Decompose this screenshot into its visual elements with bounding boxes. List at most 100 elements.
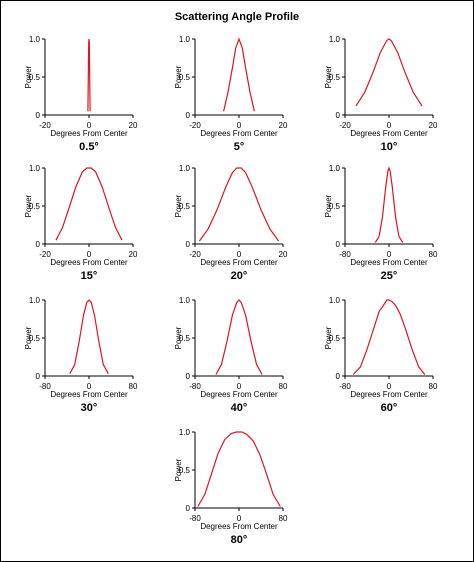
y-tick-label: 0.5	[29, 202, 41, 211]
panel-angle-label: 30°	[81, 402, 98, 414]
power-curve	[69, 299, 109, 374]
y-tick-label: 0.5	[329, 202, 341, 211]
x-tick-label: 20	[279, 121, 288, 130]
x-tick-label: 80	[129, 382, 138, 391]
y-tick-label: 0	[336, 111, 341, 120]
y-tick-label: 1.0	[329, 164, 341, 173]
y-axis-label: Power	[174, 458, 183, 481]
y-axis-label: Power	[174, 65, 183, 88]
x-tick-label: 0	[387, 121, 392, 130]
y-tick-label: 1.0	[179, 296, 191, 305]
panel-angle-label: 60°	[381, 402, 398, 414]
panel-angle-label: 40°	[231, 402, 248, 414]
y-tick-label: 0	[186, 111, 191, 120]
x-tick-label: 0	[387, 382, 392, 391]
power-curve	[198, 167, 280, 242]
x-axis-label: Degrees From Center	[350, 129, 428, 138]
x-tick-label: 80	[279, 514, 288, 523]
x-tick-label: 80	[429, 382, 438, 391]
y-tick-label: 0	[186, 372, 191, 381]
y-tick-label: 1.0	[29, 296, 41, 305]
x-tick-label: 20	[279, 250, 288, 259]
y-tick-label: 0.5	[329, 334, 341, 343]
panel-angle-label: 25°	[381, 270, 398, 282]
power-curve	[87, 38, 91, 112]
x-tick-label: 0	[87, 121, 92, 130]
x-tick-label: -20	[189, 121, 201, 130]
power-curve	[197, 431, 281, 507]
x-tick-label: 0	[237, 121, 242, 130]
x-tick-label: 0	[237, 250, 242, 259]
x-tick-label: -80	[339, 250, 351, 259]
panel-angle-label: 0.5°	[79, 141, 99, 153]
y-tick-label: 0	[336, 240, 341, 249]
y-tick-label: 0.5	[179, 466, 191, 475]
y-tick-label: 0.5	[29, 334, 41, 343]
y-tick-label: 0	[36, 111, 41, 120]
x-axis-label: Degrees From Center	[50, 258, 128, 267]
x-tick-label: 80	[429, 250, 438, 259]
x-axis-label: Degrees From Center	[50, 390, 128, 399]
x-tick-label: 20	[129, 250, 138, 259]
x-axis-label: Degrees From Center	[200, 522, 278, 531]
y-tick-label: 1.0	[179, 428, 191, 437]
y-tick-label: 1.0	[29, 164, 41, 173]
power-curve	[215, 299, 263, 375]
x-tick-label: 0	[87, 250, 92, 259]
panel-angle-label: 80°	[231, 534, 248, 546]
y-axis-label: Power	[324, 65, 333, 88]
x-axis-label: Degrees From Center	[200, 390, 278, 399]
panel-angle-label: 15°	[81, 270, 98, 282]
y-axis-label: Power	[24, 194, 33, 217]
power-curve	[223, 37, 255, 112]
y-tick-label: 1.0	[29, 35, 41, 44]
y-axis-label: Power	[24, 326, 33, 349]
x-axis-label: Degrees From Center	[350, 390, 428, 399]
x-tick-label: -20	[339, 121, 351, 130]
y-tick-label: 0	[186, 240, 191, 249]
y-axis-label: Power	[174, 326, 183, 349]
power-curve	[374, 166, 404, 243]
y-tick-label: 1.0	[179, 35, 191, 44]
x-tick-label: 80	[279, 382, 288, 391]
y-tick-label: 0	[36, 240, 41, 249]
y-tick-label: 0	[36, 372, 41, 381]
x-tick-label: 0	[387, 250, 392, 259]
y-tick-label: 0	[186, 504, 191, 513]
panel-angle-label: 10°	[381, 141, 398, 153]
x-tick-label: 20	[129, 121, 138, 130]
y-axis-label: Power	[174, 194, 183, 217]
panel-angle-label: 5°	[234, 141, 245, 153]
y-tick-label: 0	[336, 372, 341, 381]
x-tick-label: -80	[339, 382, 351, 391]
chart-title: Scattering Angle Profile	[174, 11, 300, 23]
y-axis-label: Power	[324, 194, 333, 217]
y-axis-label: Power	[324, 326, 333, 349]
x-tick-label: -20	[189, 250, 201, 259]
panel-angle-label: 20°	[231, 270, 248, 282]
x-tick-label: 20	[429, 121, 438, 130]
x-axis-label: Degrees From Center	[350, 258, 428, 267]
y-tick-label: 0.5	[179, 334, 191, 343]
x-tick-label: -20	[39, 121, 51, 130]
y-tick-label: 0.5	[329, 73, 341, 82]
power-curve	[355, 38, 423, 107]
power-curve	[55, 167, 123, 241]
x-tick-label: 0	[87, 382, 92, 391]
x-tick-label: -20	[39, 250, 51, 259]
y-tick-label: 1.0	[329, 35, 341, 44]
x-tick-label: -80	[39, 382, 51, 391]
x-tick-label: 0	[237, 382, 242, 391]
y-tick-label: 1.0	[179, 164, 191, 173]
